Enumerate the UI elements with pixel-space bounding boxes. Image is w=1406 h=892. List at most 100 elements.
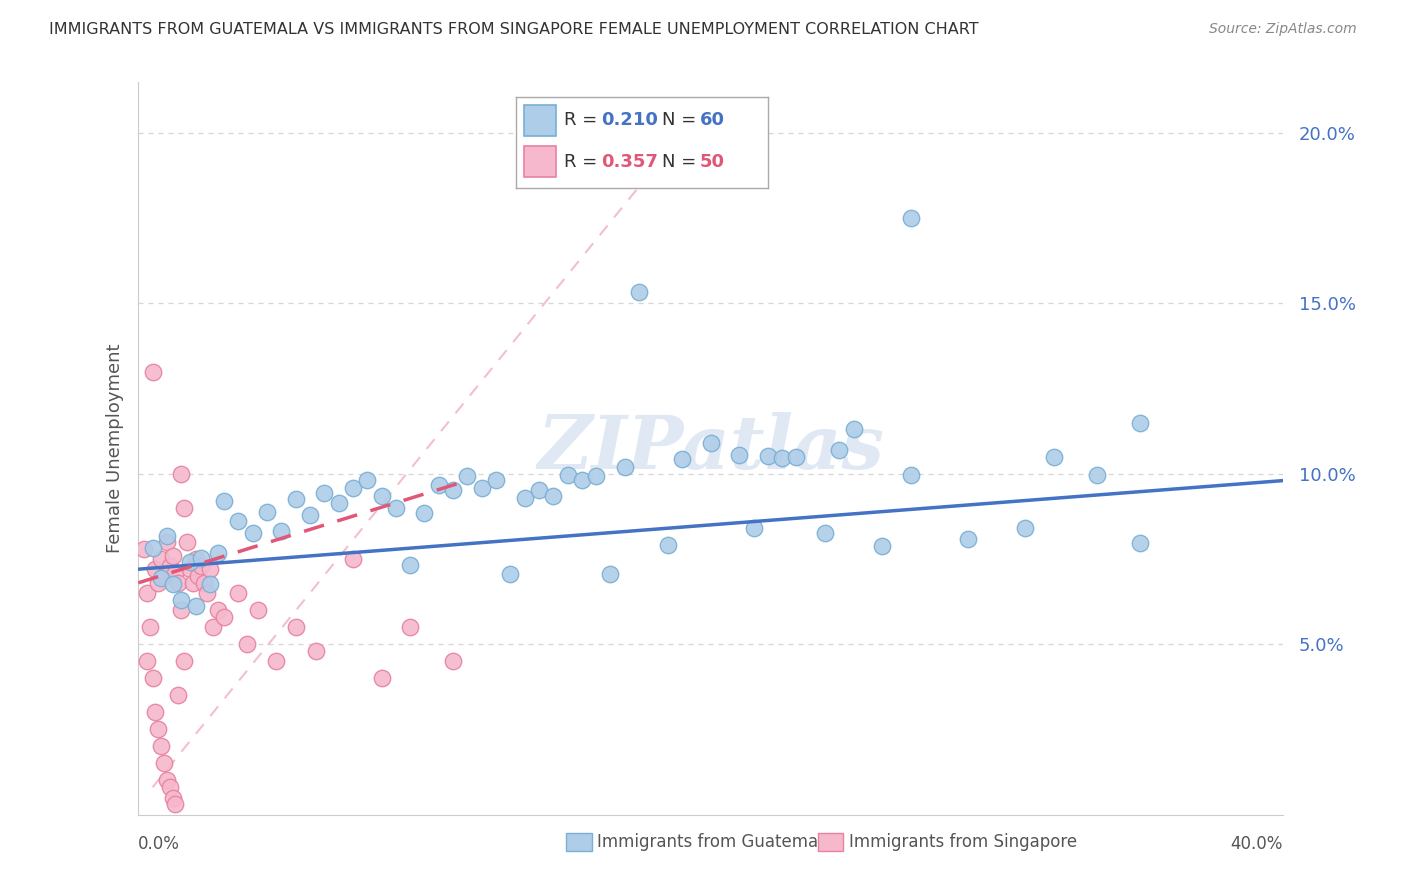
Point	[657, 538, 679, 552]
Point	[167, 688, 190, 702]
Point	[399, 620, 422, 634]
Point	[207, 603, 229, 617]
Point	[162, 549, 184, 563]
Point	[135, 654, 157, 668]
Text: ZIPatlas: ZIPatlas	[537, 412, 884, 484]
Point	[527, 483, 550, 498]
Point	[242, 526, 264, 541]
Point	[728, 448, 751, 462]
Point	[814, 526, 837, 541]
Point	[142, 541, 165, 555]
Y-axis label: Female Unemployment: Female Unemployment	[107, 343, 124, 553]
Point	[342, 481, 364, 495]
Point	[190, 550, 212, 565]
Point	[142, 671, 165, 685]
Point	[159, 780, 181, 795]
Point	[193, 575, 215, 590]
Text: 40.0%: 40.0%	[1230, 835, 1282, 853]
Point	[138, 620, 160, 634]
Point	[156, 529, 179, 543]
Text: 0.0%: 0.0%	[138, 835, 180, 853]
Point	[785, 450, 807, 464]
Point	[1043, 450, 1066, 465]
Point	[162, 790, 184, 805]
Point	[399, 558, 422, 573]
Point	[207, 546, 229, 560]
Point	[173, 654, 195, 668]
Point	[385, 501, 408, 516]
Point	[184, 552, 207, 566]
Point	[471, 481, 494, 495]
Point	[499, 567, 522, 582]
Point	[132, 541, 155, 556]
Point	[212, 494, 235, 508]
Point	[162, 576, 184, 591]
Point	[1085, 467, 1108, 482]
Point	[342, 552, 364, 566]
Point	[228, 586, 250, 600]
Point	[201, 620, 224, 634]
Point	[270, 524, 292, 538]
Point	[179, 555, 201, 569]
Point	[256, 504, 278, 518]
Point	[179, 562, 201, 576]
Point	[159, 558, 181, 573]
Point	[284, 620, 307, 634]
Point	[557, 467, 579, 482]
Point	[513, 491, 536, 506]
Point	[957, 532, 980, 546]
Point	[699, 436, 721, 450]
Point	[585, 468, 607, 483]
Point	[236, 637, 259, 651]
Text: Source: ZipAtlas.com: Source: ZipAtlas.com	[1209, 22, 1357, 37]
Point	[828, 443, 851, 458]
Point	[212, 610, 235, 624]
Point	[328, 495, 350, 509]
Point	[187, 569, 209, 583]
Point	[900, 468, 922, 483]
Point	[165, 566, 187, 580]
Point	[156, 773, 179, 788]
Point	[427, 477, 450, 491]
Point	[156, 535, 179, 549]
Point	[153, 569, 176, 583]
Text: IMMIGRANTS FROM GUATEMALA VS IMMIGRANTS FROM SINGAPORE FEMALE UNEMPLOYMENT CORRE: IMMIGRANTS FROM GUATEMALA VS IMMIGRANTS …	[49, 22, 979, 37]
Point	[198, 562, 221, 576]
Point	[370, 489, 392, 503]
Point	[150, 552, 173, 566]
Point	[184, 599, 207, 613]
Point	[150, 739, 173, 754]
Point	[198, 577, 221, 591]
Point	[145, 562, 167, 576]
Point	[247, 603, 270, 617]
Point	[167, 575, 190, 590]
Point	[148, 723, 170, 737]
Point	[176, 535, 198, 549]
Point	[305, 644, 328, 658]
Point	[135, 586, 157, 600]
Point	[456, 468, 478, 483]
Point	[742, 521, 765, 535]
Point	[613, 459, 636, 474]
Point	[370, 671, 392, 685]
Point	[756, 449, 779, 463]
Point	[599, 566, 621, 581]
Point	[628, 285, 651, 299]
Point	[770, 450, 793, 465]
Text: Immigrants from Guatemala: Immigrants from Guatemala	[598, 833, 832, 851]
Point	[142, 365, 165, 379]
Point	[485, 473, 508, 487]
Point	[1129, 416, 1152, 430]
Point	[1129, 536, 1152, 550]
Point	[264, 654, 287, 668]
Point	[153, 756, 176, 771]
Point	[165, 797, 187, 812]
Point	[441, 483, 464, 498]
Point	[1014, 521, 1036, 535]
Point	[900, 211, 922, 226]
Point	[441, 654, 464, 668]
Point	[671, 452, 693, 467]
Point	[190, 558, 212, 573]
Point	[170, 467, 193, 481]
Point	[181, 575, 204, 590]
